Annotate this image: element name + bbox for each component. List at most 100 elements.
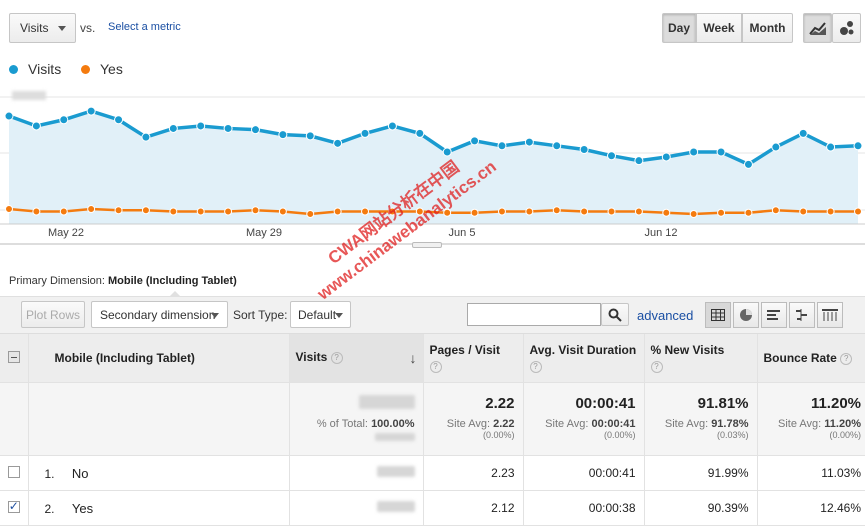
data-point[interactable] xyxy=(387,121,397,131)
data-point[interactable] xyxy=(661,152,671,162)
data-point[interactable] xyxy=(361,207,370,216)
data-point[interactable] xyxy=(196,207,205,216)
data-point[interactable] xyxy=(5,205,13,214)
data-point[interactable] xyxy=(86,106,96,116)
help-icon[interactable]: ? xyxy=(330,351,343,364)
row-name-link[interactable]: No xyxy=(71,465,89,481)
data-point[interactable] xyxy=(634,207,643,216)
motion-chart-button[interactable] xyxy=(832,13,861,43)
data-point[interactable] xyxy=(168,123,178,133)
help-icon[interactable]: ? xyxy=(529,361,542,373)
data-point[interactable] xyxy=(689,210,698,218)
data-point[interactable] xyxy=(251,206,260,215)
dimension-header[interactable]: Mobile (Including Tablet) xyxy=(28,334,290,383)
data-point[interactable] xyxy=(169,207,178,216)
data-point[interactable] xyxy=(552,206,561,215)
data-point[interactable] xyxy=(743,159,753,169)
data-point[interactable] xyxy=(634,156,644,166)
data-point[interactable] xyxy=(59,207,68,216)
data-point[interactable] xyxy=(278,130,288,140)
data-point[interactable] xyxy=(579,145,589,155)
data-point[interactable] xyxy=(826,207,835,216)
data-point[interactable] xyxy=(744,208,753,217)
data-point[interactable] xyxy=(31,121,41,131)
performance-view-button[interactable] xyxy=(761,302,787,328)
chart-resize-handle[interactable] xyxy=(412,242,442,248)
pages-header[interactable]: Pages / Visit ? xyxy=(423,334,524,383)
data-point[interactable] xyxy=(141,206,150,215)
secondary-dimension-select[interactable]: Secondary dimension xyxy=(91,301,228,328)
data-point[interactable] xyxy=(717,208,726,217)
data-point[interactable] xyxy=(607,151,617,161)
data-point[interactable] xyxy=(305,131,315,141)
data-point[interactable] xyxy=(306,210,315,218)
line-chart-button[interactable] xyxy=(803,13,832,43)
data-point[interactable] xyxy=(32,207,41,216)
data-point[interactable] xyxy=(607,207,616,216)
data-point[interactable] xyxy=(662,208,671,217)
data-point[interactable] xyxy=(442,147,452,157)
bounce-header[interactable]: Bounce Rate ? xyxy=(757,334,865,383)
data-point[interactable] xyxy=(470,136,480,146)
day-button[interactable]: Day xyxy=(662,13,696,43)
month-button[interactable]: Month xyxy=(742,13,793,43)
data-point[interactable] xyxy=(415,207,424,216)
pie-view-button[interactable] xyxy=(733,302,759,328)
data-point[interactable] xyxy=(87,205,96,214)
data-point[interactable] xyxy=(224,207,233,216)
table-view-button[interactable] xyxy=(705,302,731,328)
primary-dimension-value[interactable]: Mobile (Including Tablet) xyxy=(108,275,237,287)
select-metric-link[interactable]: Select a metric xyxy=(108,21,181,33)
data-point[interactable] xyxy=(196,121,206,131)
data-point[interactable] xyxy=(853,141,863,151)
data-point[interactable] xyxy=(580,207,589,216)
data-point[interactable] xyxy=(525,207,534,216)
data-point[interactable] xyxy=(278,207,287,216)
data-point[interactable] xyxy=(716,147,726,157)
data-point[interactable] xyxy=(771,206,780,215)
plot-rows-button[interactable]: Plot Rows xyxy=(21,301,85,328)
metric-select[interactable]: Visits xyxy=(9,13,76,43)
new-visits-header[interactable]: % New Visits ? xyxy=(644,334,758,383)
data-point[interactable] xyxy=(826,142,836,152)
data-point[interactable] xyxy=(771,142,781,152)
search-button[interactable] xyxy=(601,303,629,326)
row-name-link[interactable]: Yes xyxy=(71,500,94,516)
data-point[interactable] xyxy=(524,137,534,147)
table-search-input[interactable] xyxy=(467,303,601,326)
row-checkbox[interactable] xyxy=(7,499,20,513)
row-checkbox[interactable] xyxy=(7,465,20,478)
data-point[interactable] xyxy=(497,141,507,151)
visits-header[interactable]: Visits ? ↓ xyxy=(289,334,424,383)
data-point[interactable] xyxy=(223,123,233,133)
week-button[interactable]: Week xyxy=(696,13,742,43)
data-point[interactable] xyxy=(333,138,343,148)
sort-type-select[interactable]: Default xyxy=(290,301,351,328)
data-point[interactable] xyxy=(388,207,397,216)
data-point[interactable] xyxy=(799,207,808,216)
data-point[interactable] xyxy=(333,207,342,216)
pivot-view-button[interactable] xyxy=(817,302,843,328)
data-point[interactable] xyxy=(114,206,123,215)
data-point[interactable] xyxy=(360,128,370,138)
data-point[interactable] xyxy=(443,208,452,217)
data-point[interactable] xyxy=(854,207,862,216)
comparison-view-button[interactable] xyxy=(789,302,815,328)
data-point[interactable] xyxy=(798,128,808,138)
data-point[interactable] xyxy=(470,208,479,217)
help-icon[interactable]: ? xyxy=(840,352,853,365)
data-point[interactable] xyxy=(415,128,425,138)
data-point[interactable] xyxy=(552,141,562,151)
data-point[interactable] xyxy=(114,115,124,125)
data-point[interactable] xyxy=(250,125,260,135)
data-point[interactable] xyxy=(4,111,14,121)
data-point[interactable] xyxy=(689,147,699,157)
help-icon[interactable]: ? xyxy=(429,361,442,373)
data-point[interactable] xyxy=(59,115,69,125)
data-point[interactable] xyxy=(141,132,151,142)
data-point[interactable] xyxy=(497,207,506,216)
advanced-link[interactable]: advanced xyxy=(637,308,694,323)
duration-header[interactable]: Avg. Visit Duration ? xyxy=(523,334,645,383)
help-icon[interactable]: ? xyxy=(650,361,663,373)
select-all-checkbox[interactable] xyxy=(7,350,20,363)
